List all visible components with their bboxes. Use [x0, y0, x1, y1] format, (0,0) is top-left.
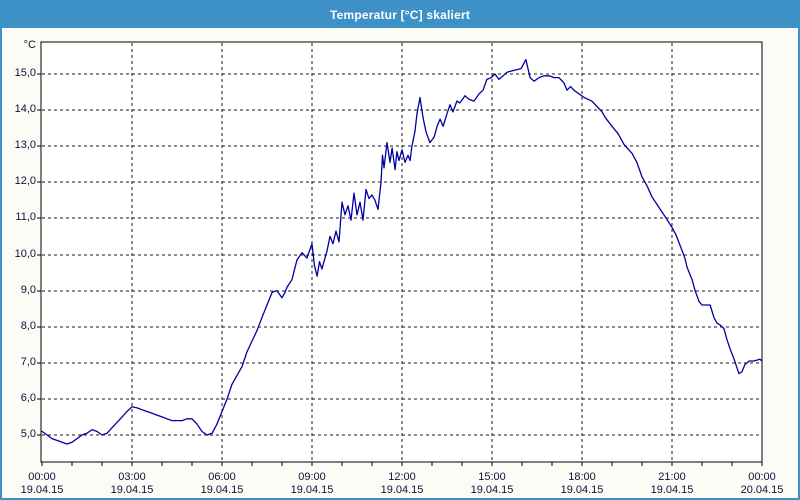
- title-bar: Temperatur [°C] skaliert: [2, 2, 798, 28]
- temperature-line: [41, 58, 763, 445]
- window-title: Temperatur [°C] skaliert: [329, 8, 471, 22]
